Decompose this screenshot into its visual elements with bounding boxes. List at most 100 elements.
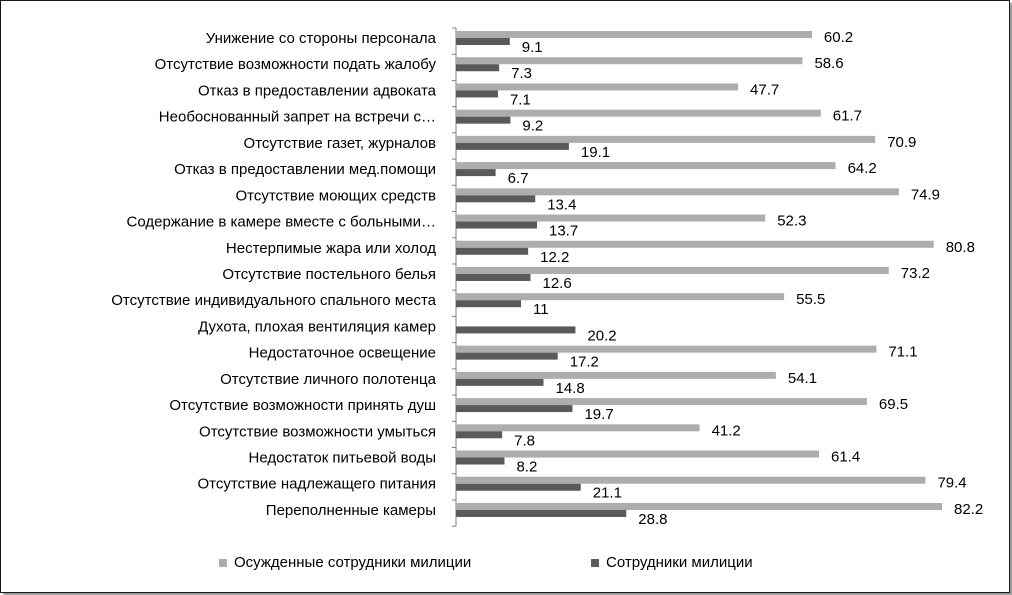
value-label-convicted: 52.3: [777, 213, 806, 230]
category-label: Отсутствие индивидуального спального мес…: [111, 292, 436, 309]
value-label-police: 13.4: [547, 196, 576, 213]
bar-convicted: [456, 83, 739, 91]
value-label-convicted: 70.9: [887, 134, 916, 151]
bar-police: [456, 509, 627, 517]
bar-police: [456, 326, 576, 334]
bar-convicted: [456, 266, 889, 274]
category-label: Унижение со стороны персонала: [206, 30, 437, 47]
bar-police: [456, 431, 503, 439]
value-label-police: 19.7: [584, 406, 613, 423]
value-label-police: 20.2: [587, 327, 616, 344]
bar-convicted: [456, 135, 876, 143]
value-label-police: 13.7: [549, 223, 578, 240]
bar-convicted: [456, 450, 820, 458]
category-label: Отсутствие газет, журналов: [244, 135, 436, 152]
bar-convicted: [456, 109, 821, 117]
value-label-police: 7.1: [510, 91, 531, 108]
bar-convicted: [456, 476, 926, 484]
bar-police: [456, 169, 496, 177]
bar-police: [456, 90, 498, 98]
value-label-police: 28.8: [638, 511, 667, 528]
category-label: Содержание в камере вместе с больными…: [127, 214, 436, 231]
value-label-police: 6.7: [508, 170, 529, 187]
category-label: Отказ в предоставлении адвоката: [198, 82, 437, 99]
value-label-convicted: 58.6: [814, 55, 843, 72]
legend-item-convicted: Осужденные сотрудники милиции: [219, 554, 471, 571]
bar-police: [456, 483, 581, 491]
category-label: Отсутствие надлежащего питания: [198, 476, 436, 493]
value-label-police: 8.2: [516, 459, 537, 476]
category-label: Отказ в предоставлении мед.помощи: [174, 161, 436, 178]
bar-police: [456, 300, 522, 308]
category-label: Отсутствие личного полотенца: [220, 371, 437, 388]
bar-police: [456, 142, 569, 150]
value-label-police: 21.1: [593, 485, 622, 502]
value-label-police: 12.6: [542, 275, 571, 292]
category-label: Нестерпимые жара или холод: [226, 240, 436, 257]
bar-police: [456, 378, 544, 386]
value-label-police: 17.2: [570, 354, 599, 371]
bar-police: [456, 221, 537, 229]
value-label-convicted: 71.1: [888, 344, 917, 361]
value-label-police: 7.3: [511, 65, 532, 82]
value-label-police: 7.8: [514, 432, 535, 449]
bar-convicted: [456, 293, 785, 301]
category-label: Отсутствие возможности принять душ: [169, 397, 436, 414]
bar-convicted: [456, 424, 700, 432]
legend-item-police: Сотрудники милиции: [591, 554, 753, 571]
value-label-convicted: 69.5: [879, 396, 908, 413]
value-label-convicted: 41.2: [712, 422, 741, 439]
value-label-convicted: 74.9: [911, 186, 940, 203]
value-label-convicted: 73.2: [901, 265, 930, 282]
value-label-convicted: 54.1: [788, 370, 817, 387]
legend: Осужденные сотрудники милиции Сотрудники…: [1, 554, 1009, 576]
value-label-convicted: 55.5: [796, 291, 825, 308]
category-label: Недостаток питьевой воды: [249, 450, 437, 467]
bar-convicted: [456, 57, 803, 65]
value-label-convicted: 80.8: [946, 239, 975, 256]
value-label-convicted: 47.7: [750, 81, 779, 98]
bar-convicted: [456, 398, 867, 406]
bar-convicted: [456, 240, 934, 248]
bar-convicted: [456, 188, 899, 196]
value-label-convicted: 61.4: [831, 449, 860, 466]
bar-chart: Унижение со стороны персонала 60.2 9.1 Отсу…: [111, 27, 983, 528]
category-label: Отсутствие возможности умыться: [199, 423, 436, 440]
bar-police: [456, 64, 500, 72]
value-label-police: 9.1: [522, 39, 543, 56]
category-label: Переполненные камеры: [266, 502, 436, 519]
value-label-convicted: 82.2: [954, 501, 983, 518]
bar-convicted: [456, 162, 836, 170]
value-label-police: 9.2: [522, 118, 543, 135]
category-label: Отсутствие моющих средств: [235, 187, 436, 204]
bar-police: [456, 38, 510, 45]
bar-convicted: [456, 214, 766, 222]
bar-convicted: [456, 31, 812, 38]
legend-label-police: Сотрудники милиции: [606, 554, 753, 571]
category-label: Необоснованный запрет на встречи с…: [159, 109, 436, 126]
bar-police: [456, 116, 511, 124]
value-label-police: 11: [533, 301, 549, 318]
legend-label-convicted: Осужденные сотрудники милиции: [234, 554, 472, 571]
bar-police: [456, 195, 536, 203]
bar-police: [456, 273, 531, 281]
bar-convicted: [456, 502, 942, 510]
bar-police: [456, 405, 573, 413]
value-label-police: 12.2: [540, 249, 569, 266]
value-label-convicted: 64.2: [848, 160, 877, 177]
value-label-convicted: 79.4: [937, 475, 966, 492]
category-label: Недостаточное освещение: [249, 345, 436, 362]
bar-police: [456, 352, 558, 360]
category-label: Отсутствие постельного белья: [222, 266, 436, 283]
bar-police: [456, 457, 505, 465]
legend-swatch-police: [591, 558, 599, 567]
value-label-convicted: 60.2: [824, 29, 853, 46]
category-label: Духота, плохая вентиляция камер: [198, 318, 436, 335]
value-label-police: 19.1: [581, 144, 610, 161]
value-label-police: 14.8: [556, 380, 585, 397]
legend-swatch-convicted: [219, 558, 227, 567]
value-label-convicted: 61.7: [833, 108, 862, 125]
bar-convicted: [456, 345, 877, 353]
category-label: Отсутствие возможности подать жалобу: [155, 56, 437, 73]
